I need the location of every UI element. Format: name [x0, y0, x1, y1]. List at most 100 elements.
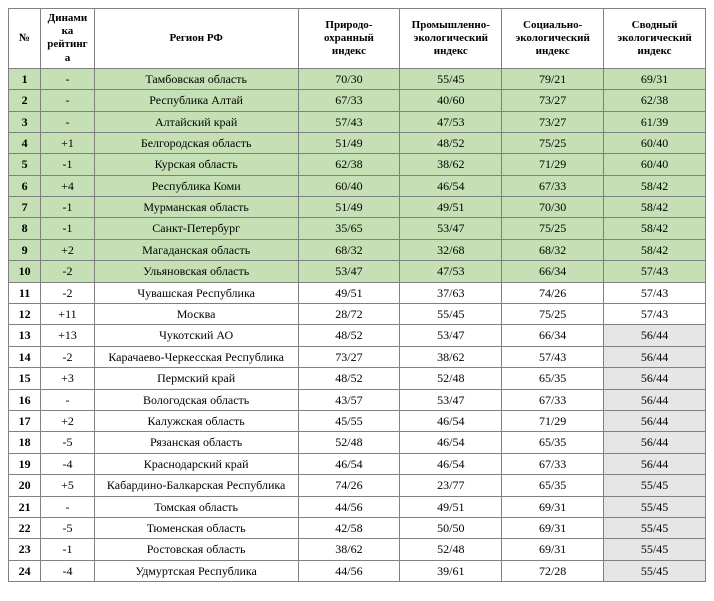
cell-industrial-index: 55/45 — [400, 68, 502, 89]
cell-nature-index: 49/51 — [298, 282, 400, 303]
table-row: 7-1Мурманская область51/4949/5170/3058/4… — [9, 197, 706, 218]
cell-summary-index: 58/42 — [604, 175, 706, 196]
cell-social-index: 72/28 — [502, 560, 604, 581]
cell-num: 12 — [9, 304, 41, 325]
cell-social-index: 65/35 — [502, 368, 604, 389]
table-body: 1-Тамбовская область70/3055/4579/2169/31… — [9, 68, 706, 581]
cell-industrial-index: 39/61 — [400, 560, 502, 581]
cell-region: Республика Алтай — [94, 90, 298, 111]
col-header-region: Регион РФ — [94, 9, 298, 69]
cell-nature-index: 68/32 — [298, 239, 400, 260]
cell-summary-index: 55/45 — [604, 539, 706, 560]
cell-num: 22 — [9, 517, 41, 538]
cell-nature-index: 38/62 — [298, 539, 400, 560]
cell-region: Магаданская область — [94, 239, 298, 260]
table-row: 6+4Республика Коми60/4046/5467/3358/42 — [9, 175, 706, 196]
cell-industrial-index: 32/68 — [400, 239, 502, 260]
cell-nature-index: 48/52 — [298, 325, 400, 346]
cell-summary-index: 56/44 — [604, 346, 706, 367]
cell-dynamics: - — [41, 389, 95, 410]
cell-region: Томская область — [94, 496, 298, 517]
table-row: 18-5Рязанская область52/4846/5465/3556/4… — [9, 432, 706, 453]
cell-nature-index: 70/30 — [298, 68, 400, 89]
cell-social-index: 70/30 — [502, 197, 604, 218]
cell-industrial-index: 48/52 — [400, 132, 502, 153]
table-row: 12+11Москва28/7255/4575/2557/43 — [9, 304, 706, 325]
cell-num: 19 — [9, 453, 41, 474]
cell-dynamics: -4 — [41, 560, 95, 581]
cell-summary-index: 55/45 — [604, 475, 706, 496]
table-row: 17+2Калужская область45/5546/5471/2956/4… — [9, 411, 706, 432]
cell-social-index: 75/25 — [502, 132, 604, 153]
cell-social-index: 65/35 — [502, 432, 604, 453]
table-row: 11-2Чувашская Республика49/5137/6374/265… — [9, 282, 706, 303]
cell-social-index: 66/34 — [502, 325, 604, 346]
cell-region: Республика Коми — [94, 175, 298, 196]
cell-social-index: 68/32 — [502, 239, 604, 260]
cell-summary-index: 55/45 — [604, 517, 706, 538]
cell-industrial-index: 55/45 — [400, 304, 502, 325]
cell-social-index: 75/25 — [502, 304, 604, 325]
cell-nature-index: 44/56 — [298, 496, 400, 517]
cell-summary-index: 56/44 — [604, 368, 706, 389]
cell-dynamics: -2 — [41, 282, 95, 303]
cell-num: 11 — [9, 282, 41, 303]
cell-social-index: 71/29 — [502, 154, 604, 175]
cell-region: Ульяновская область — [94, 261, 298, 282]
cell-region: Мурманская область — [94, 197, 298, 218]
cell-region: Вологодская область — [94, 389, 298, 410]
cell-region: Удмуртская Республика — [94, 560, 298, 581]
cell-region: Белгородская область — [94, 132, 298, 153]
cell-dynamics: -1 — [41, 154, 95, 175]
cell-region: Пермский край — [94, 368, 298, 389]
cell-nature-index: 53/47 — [298, 261, 400, 282]
cell-dynamics: -2 — [41, 261, 95, 282]
cell-num: 10 — [9, 261, 41, 282]
cell-region: Тюменская область — [94, 517, 298, 538]
cell-dynamics: - — [41, 496, 95, 517]
cell-dynamics: -2 — [41, 346, 95, 367]
cell-nature-index: 48/52 — [298, 368, 400, 389]
cell-social-index: 67/33 — [502, 175, 604, 196]
cell-nature-index: 43/57 — [298, 389, 400, 410]
cell-industrial-index: 52/48 — [400, 539, 502, 560]
table-row: 1-Тамбовская область70/3055/4579/2169/31 — [9, 68, 706, 89]
cell-social-index: 75/25 — [502, 218, 604, 239]
table-row: 24-4Удмуртская Республика44/5639/6172/28… — [9, 560, 706, 581]
cell-social-index: 79/21 — [502, 68, 604, 89]
cell-dynamics: -4 — [41, 453, 95, 474]
cell-num: 6 — [9, 175, 41, 196]
cell-num: 18 — [9, 432, 41, 453]
cell-industrial-index: 52/48 — [400, 368, 502, 389]
cell-num: 5 — [9, 154, 41, 175]
cell-summary-index: 55/45 — [604, 496, 706, 517]
cell-num: 7 — [9, 197, 41, 218]
cell-num: 16 — [9, 389, 41, 410]
table-row: 20+5Кабардино-Балкарская Республика74/26… — [9, 475, 706, 496]
cell-num: 14 — [9, 346, 41, 367]
cell-social-index: 73/27 — [502, 90, 604, 111]
table-row: 4+1Белгородская область51/4948/5275/2560… — [9, 132, 706, 153]
cell-summary-index: 62/38 — [604, 90, 706, 111]
cell-dynamics: +1 — [41, 132, 95, 153]
col-header-num: № — [9, 9, 41, 69]
table-row: 14-2Карачаево-Черкесская Республика73/27… — [9, 346, 706, 367]
cell-summary-index: 57/43 — [604, 282, 706, 303]
cell-summary-index: 56/44 — [604, 453, 706, 474]
cell-dynamics: +2 — [41, 239, 95, 260]
cell-industrial-index: 53/47 — [400, 389, 502, 410]
cell-region: Тамбовская область — [94, 68, 298, 89]
cell-region: Санкт-Петербург — [94, 218, 298, 239]
cell-industrial-index: 49/51 — [400, 496, 502, 517]
cell-num: 20 — [9, 475, 41, 496]
cell-dynamics: - — [41, 90, 95, 111]
cell-num: 2 — [9, 90, 41, 111]
cell-num: 3 — [9, 111, 41, 132]
cell-dynamics: - — [41, 68, 95, 89]
cell-dynamics: +13 — [41, 325, 95, 346]
cell-region: Калужская область — [94, 411, 298, 432]
table-row: 22-5Тюменская область42/5850/5069/3155/4… — [9, 517, 706, 538]
table-row: 23-1Ростовская область38/6252/4869/3155/… — [9, 539, 706, 560]
cell-industrial-index: 46/54 — [400, 453, 502, 474]
cell-summary-index: 56/44 — [604, 432, 706, 453]
